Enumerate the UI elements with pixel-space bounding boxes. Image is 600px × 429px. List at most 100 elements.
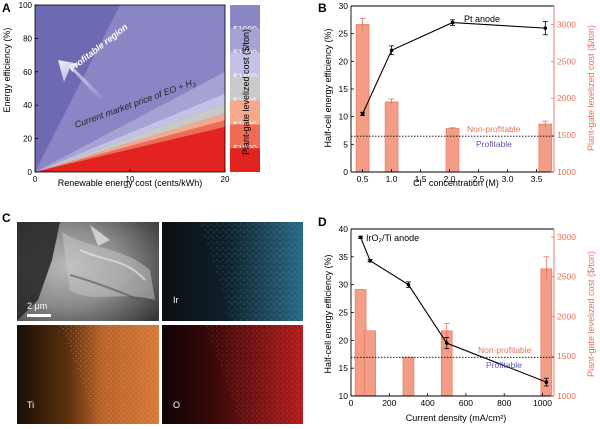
y-tick-label-left: 30 [339, 1, 349, 11]
colorbar-swatch [230, 148, 260, 172]
efficiency-point [358, 235, 363, 240]
panel-c: C 2 μm Ir Ti O [2, 211, 303, 424]
y-tick-label-left: 5 [343, 139, 348, 149]
y-axis-left-label: Half-cell energy efficiency (%) [323, 29, 333, 148]
y-tick-label-left: 0 [343, 167, 348, 177]
anode-annotation: IrO₂/Ti anode [366, 233, 419, 243]
panel-label: B [318, 1, 327, 15]
panel-label: D [318, 215, 327, 229]
y-tick-label-right: 2000 [557, 93, 576, 103]
efficiency-point [544, 380, 549, 384]
cost-band-top [35, 5, 120, 172]
y-axis-right-label: Plant-gate levelized cost ($/ton) [586, 251, 596, 377]
efficiency-point [450, 20, 455, 25]
panel-a: A 0 20 40 60 80 100 0 10 20 Renewable energy cos… [2, 1, 260, 188]
x-tick-label: 800 [497, 398, 511, 408]
y-tick-label-left: 20 [339, 56, 349, 66]
cost-bar [538, 123, 553, 173]
non-profitable-label: Non-profitable [467, 124, 521, 134]
x-tick-label: 2.0 [444, 174, 456, 184]
ti-map-tile: Ti [17, 325, 159, 424]
sem-image-tile: 2 μm [17, 222, 159, 321]
y-tick-label-right: 2500 [557, 272, 576, 282]
colorbar-tick-label: $1600 [233, 119, 257, 129]
scale-bar-label: 2 μm [27, 301, 47, 311]
y-tick-label-right: 1500 [557, 351, 576, 361]
cost-bar [540, 268, 553, 397]
x-axis-label: Renewable energy cost (cents/kWh) [58, 178, 203, 188]
element-label-ir: Ir [173, 295, 179, 305]
panel-label: A [2, 1, 11, 15]
cost-bar [445, 128, 460, 173]
non-profitable-label: Non-profitable [478, 345, 532, 355]
y-tick-label: 80 [23, 34, 32, 43]
panel-d-plot: 10 15 20 25 30 35 40 1000 1500 2000 2500 3000 0 200 40… [339, 224, 577, 408]
x-tick-label: 2.5 [473, 174, 485, 184]
y-axis-right-label: Plant-gate levelized cost ($/ton) [586, 25, 596, 151]
x-tick-label: 400 [421, 398, 435, 408]
colorbar-swatch [230, 76, 260, 101]
x-tick-label: 3.5 [531, 174, 543, 184]
x-tick-label: 10 [126, 175, 135, 184]
cost-bar [384, 101, 399, 173]
y-tick-label-left: 15 [339, 84, 349, 94]
y-tick-label: 100 [19, 1, 33, 10]
y-tick-label-left: 40 [339, 224, 349, 234]
x-tick-label: 1.5 [415, 174, 427, 184]
y-tick-label-left: 15 [339, 363, 349, 373]
cost-bar [364, 330, 376, 397]
y-axis-left-label: Half-cell energy efficiency (%) [323, 255, 333, 374]
y-axis-label: Energy efficiency (%) [2, 28, 12, 113]
cost-band-1800 [35, 120, 225, 172]
y-tick-label-left: 30 [339, 280, 349, 290]
efficiency-point [389, 48, 394, 53]
efficiency-point [444, 341, 449, 345]
y-tick-label-left: 35 [339, 252, 349, 262]
cost-bar [355, 24, 370, 173]
cost-bar [402, 356, 415, 397]
y-tick-label: 20 [23, 135, 32, 144]
x-tick-label: 1.0 [386, 174, 398, 184]
x-tick-label: 3.0 [502, 174, 514, 184]
efficiency-point [368, 258, 372, 263]
x-tick-label: 200 [382, 398, 396, 408]
x-tick-label: 0 [349, 398, 354, 408]
cost-band-1200 [35, 71, 225, 172]
y-tick-label-left: 10 [339, 112, 349, 122]
panel-b-plot: 0 5 10 15 20 25 30 1000 1500 2000 2500 3000 0.5 1.0 1.… [339, 1, 577, 184]
y-tick-label-left: 25 [339, 308, 349, 318]
efficiency-point [360, 112, 365, 116]
profitable-label: Profitable [476, 139, 512, 149]
x-tick-label: 600 [459, 398, 473, 408]
y-tick-label-right: 2500 [557, 56, 576, 66]
panel-d: D 10 15 20 25 30 35 40 1000 1500 2000 2500 3000 0 200… [318, 215, 596, 423]
cost-band-lowest [35, 126, 225, 172]
cost-band-1486 [35, 103, 225, 172]
element-label-ti: Ti [27, 400, 34, 410]
cost-band-1400 [35, 93, 225, 172]
y-tick-label-right: 2000 [557, 311, 576, 321]
y-tick-label-right: 3000 [557, 232, 576, 242]
x-axis-label: Current density (mA/cm²) [406, 413, 507, 423]
x-tick-label: 0 [33, 175, 38, 184]
colorbar-swatch [230, 28, 260, 53]
y-tick-label-left: 20 [339, 335, 349, 345]
colorbar-swatch [230, 100, 260, 125]
x-tick-label: 20 [221, 175, 230, 184]
y-tick-label: 60 [23, 68, 32, 77]
scale-bar [27, 314, 51, 317]
efficiency-point [543, 26, 548, 30]
y-tick-label-right: 1000 [557, 391, 576, 401]
panel-b: B 0 5 10 15 20 25 30 1000 1500 2000 2500 3000 0.5 1.0… [318, 1, 596, 188]
ir-map-tile: Ir [162, 222, 303, 321]
y-tick-label-left: 10 [339, 391, 349, 401]
y-tick-label-right: 3000 [557, 19, 576, 29]
element-label-o: O [173, 400, 180, 410]
cost-band-1600 [35, 113, 225, 172]
y-tick-label-right: 1500 [557, 130, 576, 140]
colorbar-swatch [230, 5, 260, 29]
colorbar-swatch [230, 124, 260, 149]
colorbar-swatch [230, 52, 260, 77]
o-map-tile: O [162, 325, 303, 424]
